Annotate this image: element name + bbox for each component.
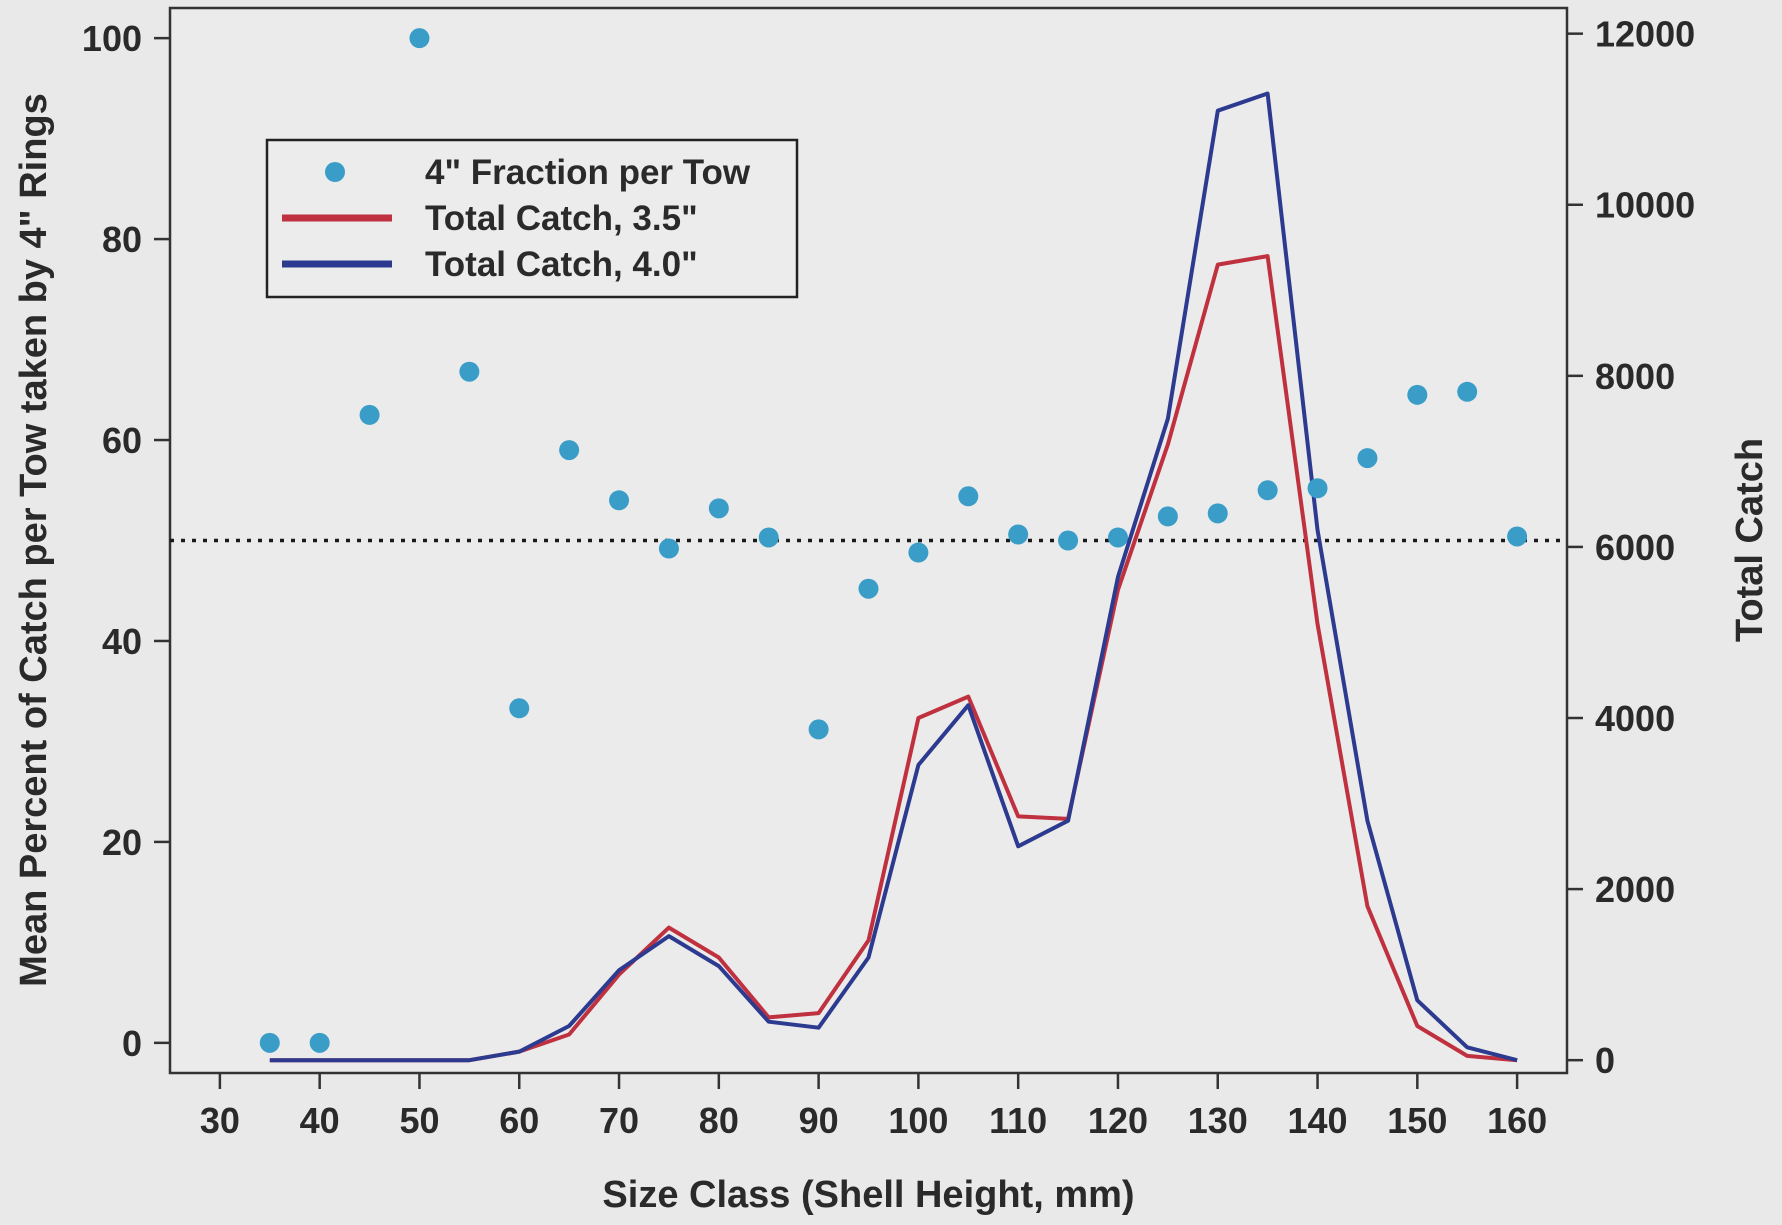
x-tick-label: 50	[399, 1100, 439, 1141]
fraction-point	[1407, 384, 1428, 405]
fraction-point	[1457, 381, 1478, 402]
y-left-axis-title: Mean Percent of Catch per Tow taken by 4…	[13, 93, 55, 987]
fraction-point	[1207, 503, 1228, 524]
x-tick-label: 30	[200, 1100, 240, 1141]
fraction-point	[858, 578, 879, 599]
y-right-tick-label: 8000	[1595, 356, 1675, 397]
x-tick-label: 90	[799, 1100, 839, 1141]
fraction-point	[1507, 526, 1528, 547]
x-tick-label: 150	[1387, 1100, 1447, 1141]
legend-marker-points	[325, 162, 345, 182]
legend-box	[265, 138, 799, 299]
fraction-point	[1157, 506, 1178, 527]
x-tick-label: 40	[300, 1100, 340, 1141]
y-left-tick-label: 20	[102, 822, 142, 863]
fraction-point	[359, 404, 380, 425]
x-tick-label: 160	[1487, 1100, 1547, 1141]
fraction-point	[509, 698, 530, 719]
legend-label: Total Catch, 3.5"	[425, 199, 698, 238]
fraction-point	[708, 498, 729, 519]
x-axis-title: Size Class (Shell Height, mm)	[602, 1174, 1134, 1216]
fraction-point	[658, 538, 679, 559]
y-right-tick-label: 6000	[1595, 527, 1675, 568]
x-tick-label: 110	[989, 1100, 1047, 1141]
fraction-point	[409, 28, 430, 49]
y-right-tick-label: 2000	[1595, 869, 1675, 910]
y-right-tick-label: 0	[1595, 1040, 1615, 1081]
fraction-point	[1058, 530, 1079, 551]
series-line-4-0	[269, 91, 1518, 1063]
fraction-point	[758, 527, 779, 548]
fraction-point	[459, 361, 480, 382]
y-right-tick-label: 10000	[1595, 185, 1695, 226]
y-left-tick-label: 100	[82, 18, 142, 59]
fraction-point	[958, 486, 979, 507]
fraction-point	[1307, 478, 1328, 499]
y-left-tick-label: 40	[102, 621, 142, 662]
fraction-point	[259, 1032, 280, 1053]
y-left-tick-label: 0	[122, 1023, 142, 1064]
y-right-axis-title: Total Catch	[1729, 438, 1771, 642]
x-tick-label: 70	[599, 1100, 639, 1141]
x-tick-label: 60	[499, 1100, 539, 1141]
fraction-point	[1107, 527, 1128, 548]
legend-label: Total Catch, 4.0"	[425, 245, 698, 284]
y-right-tick-label: 4000	[1595, 698, 1675, 739]
x-tick-label: 80	[699, 1100, 739, 1141]
fraction-point	[309, 1032, 330, 1053]
fraction-point	[1257, 480, 1278, 501]
x-tick-label: 140	[1287, 1100, 1347, 1141]
y-left-tick-label: 60	[102, 420, 142, 461]
x-tick-label: 120	[1088, 1100, 1148, 1141]
x-tick-label: 130	[1188, 1100, 1248, 1141]
fraction-point	[559, 440, 580, 461]
legend-label: 4" Fraction per Tow	[425, 153, 751, 192]
fraction-point	[908, 542, 929, 563]
fraction-point	[609, 490, 630, 511]
fraction-point	[808, 719, 829, 740]
y-right-tick-label: 12000	[1595, 14, 1695, 55]
fraction-point	[1008, 524, 1029, 545]
y-left-tick-label: 80	[102, 219, 142, 260]
fraction-point	[1357, 448, 1378, 469]
x-tick-label: 100	[888, 1100, 948, 1141]
